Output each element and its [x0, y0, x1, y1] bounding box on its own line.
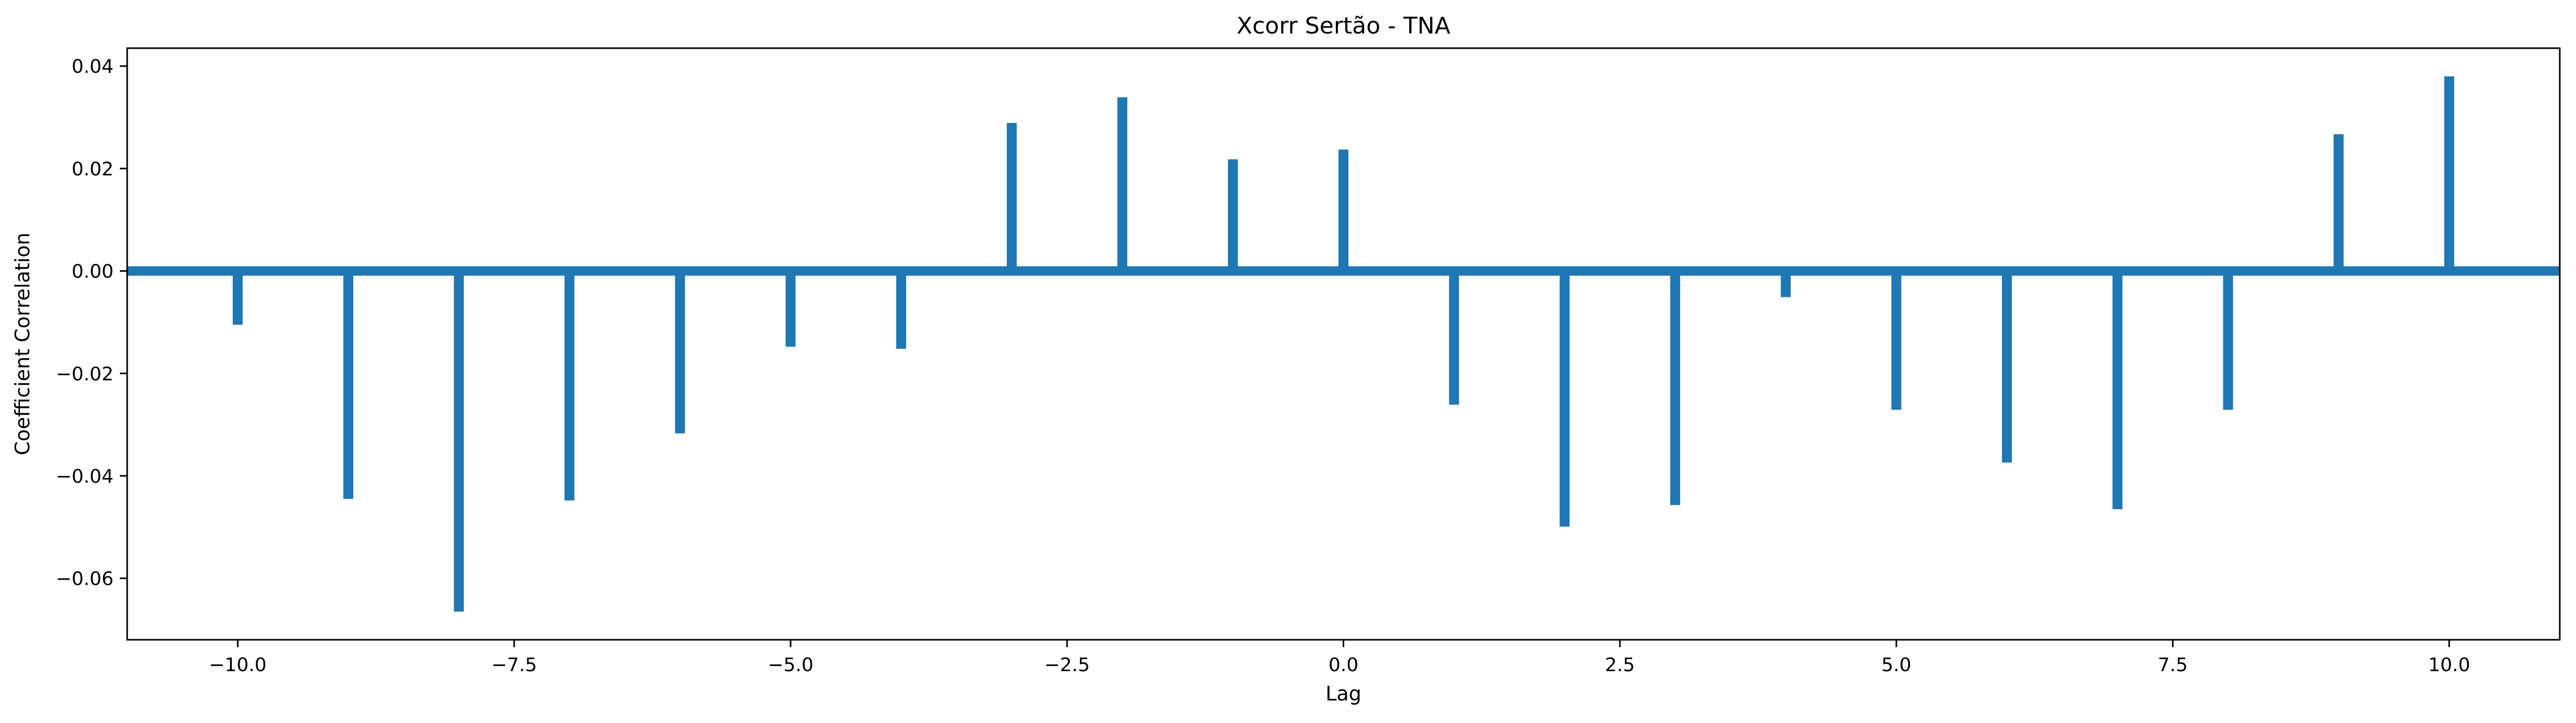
bar-lag-neg1	[1228, 159, 1238, 271]
x-tick-label: −7.5	[491, 654, 537, 676]
bar-lag-neg2	[1117, 97, 1128, 271]
x-tick-label: −10.0	[209, 654, 266, 676]
x-tick-label: 7.5	[2158, 654, 2188, 676]
y-tick-label: 0.02	[72, 159, 114, 180]
bar-lag-7	[2112, 271, 2123, 509]
bar-lag-neg5	[785, 271, 796, 347]
bar-lag-neg9	[343, 271, 354, 499]
bar-lag-neg3	[1007, 123, 1017, 271]
y-axis-ticks: −0.06 −0.04 −0.02 0.00 0.02 0.04	[56, 56, 127, 590]
bar-lag-8	[2223, 271, 2233, 410]
bar-series	[232, 76, 2455, 612]
bar-lag-2	[1559, 271, 1570, 527]
bar-lag-10	[2444, 76, 2455, 271]
x-axis-ticks: −10.0 −7.5 −5.0 −2.5 0.0 2.5 5.0 7.5 10.0	[209, 640, 2470, 676]
bar-lag-neg10	[232, 271, 243, 325]
y-axis-label: Coefficient Correlation	[11, 232, 34, 455]
x-tick-label: −5.0	[768, 654, 813, 676]
y-tick-label: 0.04	[72, 56, 114, 77]
bar-lag-neg7	[564, 271, 575, 500]
x-axis-label: Lag	[1325, 682, 1362, 705]
bar-lag-neg6	[675, 271, 685, 433]
x-tick-label: 5.0	[1881, 654, 1911, 676]
x-tick-label: 2.5	[1605, 654, 1635, 676]
x-tick-label: −2.5	[1044, 654, 1089, 676]
bar-lag-4	[1781, 271, 1791, 297]
bar-lag-1	[1449, 271, 1459, 405]
bar-lag-neg4	[896, 271, 906, 349]
x-tick-label: 0.0	[1329, 654, 1358, 676]
chart-title: Xcorr Sertão - TNA	[1236, 13, 1450, 39]
x-tick-label: 10.0	[2428, 654, 2470, 676]
y-tick-label: −0.04	[56, 466, 114, 487]
bar-lag-neg8	[454, 271, 464, 612]
bar-lag-6	[2001, 271, 2012, 463]
bar-lag-0	[1338, 149, 1348, 271]
y-tick-label: −0.06	[56, 569, 114, 590]
y-tick-label: −0.02	[56, 363, 114, 385]
axes-frame	[126, 47, 2561, 641]
bar-lag-9	[2333, 134, 2344, 271]
y-tick-label: 0.00	[72, 261, 114, 283]
bar-lag-5	[1891, 271, 1902, 410]
bar-lag-3	[1670, 271, 1680, 505]
